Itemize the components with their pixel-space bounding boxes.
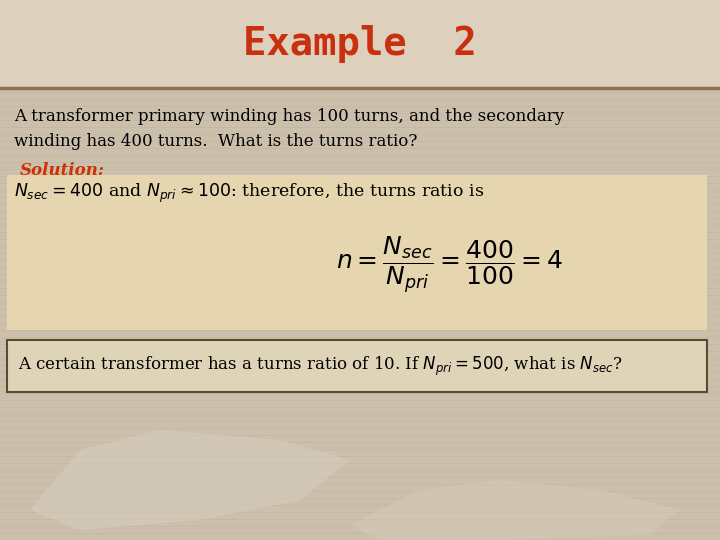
Text: winding has 400 turns.  What is the turns ratio?: winding has 400 turns. What is the turns…: [14, 133, 418, 150]
Text: A certain transformer has a turns ratio of 10. If $N_{pri} = 500$, what is $N_{s: A certain transformer has a turns ratio …: [18, 355, 623, 378]
Bar: [7, 340, 707, 392]
Text: $N_{sec} = 400$ and $N_{pri}  \approx  100$: therefore, the turns ratio is: $N_{sec} = 400$ and $N_{pri} \approx 100…: [14, 182, 485, 205]
Polygon shape: [30, 430, 350, 530]
Bar: [7, 175, 707, 330]
Text: Example  2: Example 2: [243, 25, 477, 63]
Polygon shape: [350, 480, 680, 540]
Bar: [0, 0, 720, 88]
Text: $n = \dfrac{N_{sec}}{N_{pri}} = \dfrac{400}{100} = 4$: $n = \dfrac{N_{sec}}{N_{pri}} = \dfrac{4…: [336, 235, 564, 295]
Text: Solution:: Solution:: [20, 162, 105, 179]
Text: A transformer primary winding has 100 turns, and the secondary: A transformer primary winding has 100 tu…: [14, 108, 564, 125]
